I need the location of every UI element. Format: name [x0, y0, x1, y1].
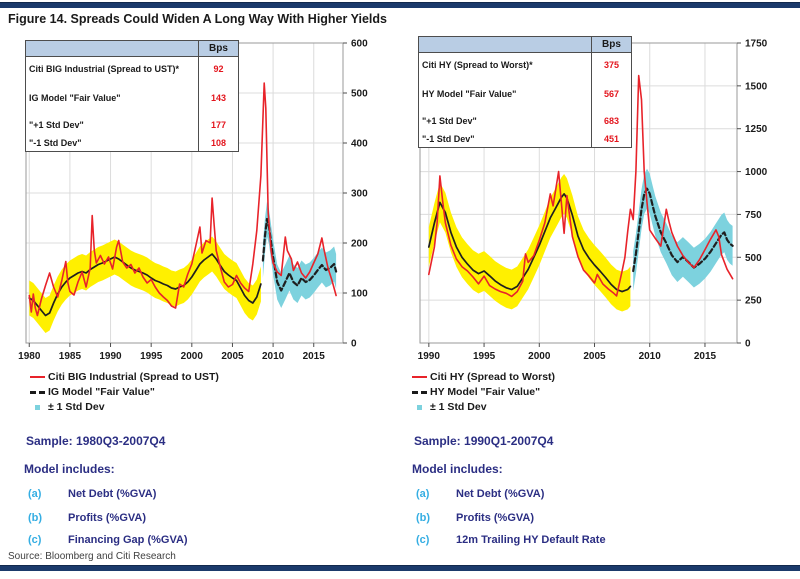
figure-title: Figure 14. Spreads Could Widen A Long Wa…: [8, 12, 387, 26]
table-row-label: "-1 Std Dev": [422, 134, 475, 144]
item-label: Profits (%GVA): [68, 512, 147, 524]
svg-text:500: 500: [351, 89, 368, 100]
table-row-label: HY Model "Fair Value": [422, 89, 517, 99]
svg-text:1990: 1990: [99, 351, 122, 362]
legend-item: Citi HY (Spread to Worst): [412, 370, 555, 384]
table-corner-cell: [26, 41, 198, 57]
black-dashed-line-icon: [30, 390, 45, 394]
svg-text:1250: 1250: [745, 124, 768, 135]
table-row-value: 143: [198, 81, 238, 115]
svg-text:0: 0: [351, 339, 357, 350]
svg-text:1990: 1990: [418, 351, 441, 362]
item-marker: (a): [28, 488, 42, 500]
table-row-value: 451: [591, 131, 631, 147]
red-line-icon: [412, 375, 427, 379]
svg-text:600: 600: [351, 39, 368, 50]
svg-text:200: 200: [351, 239, 368, 250]
black-dashed-line-icon: [412, 390, 427, 394]
item-label: Net Debt (%GVA): [68, 488, 157, 500]
item-label: 12m Trailing HY Default Rate: [456, 534, 606, 546]
svg-text:250: 250: [745, 296, 762, 307]
item-marker: (c): [416, 534, 430, 546]
table-unit-header: Bps: [591, 37, 631, 53]
svg-text:750: 750: [745, 210, 762, 221]
source-text: Source: Bloomberg and Citi Research: [8, 551, 176, 562]
svg-text:1750: 1750: [745, 39, 768, 50]
table-corner-cell: [419, 37, 591, 53]
svg-text:2000: 2000: [181, 351, 204, 362]
legend-item: ± 1 Std Dev: [412, 400, 555, 414]
item-label: Financing Gap (%GVA): [68, 534, 188, 546]
svg-text:2010: 2010: [639, 351, 662, 362]
table-row-label: "+1 Std Dev": [422, 116, 477, 126]
svg-text:1985: 1985: [59, 351, 82, 362]
model-includes-heading: Model includes:: [412, 462, 503, 476]
table-row-value: 177: [198, 115, 238, 135]
cyan-band-icon: [35, 404, 40, 410]
hy-stat-table: Bps Citi HY (Spread to Worst)* 375 HY Mo…: [418, 36, 632, 148]
sample-period-text: Sample: 1990Q1-2007Q4: [414, 434, 554, 448]
item-marker: (c): [28, 534, 42, 546]
legend-item: Citi BIG Industrial (Spread to UST): [30, 370, 219, 384]
svg-text:1995: 1995: [140, 351, 163, 362]
svg-text:400: 400: [351, 139, 368, 150]
sample-period-text: Sample: 1980Q3-2007Q4: [26, 434, 166, 448]
legend-item: IG Model "Fair Value": [30, 385, 219, 399]
hy-chart-legend: Citi HY (Spread to Worst) HY Model "Fair…: [412, 370, 555, 414]
svg-text:2005: 2005: [221, 351, 244, 362]
bottom-border-bar: [0, 565, 800, 571]
cyan-band-icon: [417, 404, 422, 410]
table-row-value: 683: [591, 111, 631, 131]
legend-label: ± 1 Std Dev: [48, 401, 105, 413]
red-line-icon: [30, 375, 45, 379]
item-marker: (a): [416, 488, 430, 500]
legend-label: HY Model "Fair Value": [430, 386, 541, 398]
svg-text:300: 300: [351, 189, 368, 200]
table-row-label: IG Model "Fair Value": [29, 93, 121, 103]
svg-text:2010: 2010: [262, 351, 285, 362]
ig-panel: 0 100 200 300 400 500 600 1980 1985 1990 1995 2000 2…: [16, 36, 406, 547]
hy-panel: 0 250 500 750 1000 1250 1500 1750 1990 1995 2000 20…: [406, 36, 798, 546]
ig-chart-legend: Citi BIG Industrial (Spread to UST) IG M…: [30, 370, 219, 414]
table-row-value: 375: [591, 53, 631, 77]
legend-label: Citi BIG Industrial (Spread to UST): [48, 371, 219, 383]
model-includes-heading: Model includes:: [24, 462, 115, 476]
legend-label: IG Model "Fair Value": [48, 386, 155, 398]
svg-text:2000: 2000: [528, 351, 551, 362]
top-border-bar: [0, 2, 800, 8]
ig-stat-table: Bps Citi BIG Industrial (Spread to UST)*…: [25, 40, 239, 152]
svg-text:1500: 1500: [745, 81, 768, 92]
svg-text:2015: 2015: [694, 351, 717, 362]
svg-text:1000: 1000: [745, 167, 768, 178]
item-marker: (b): [28, 512, 43, 524]
svg-text:2005: 2005: [583, 351, 606, 362]
table-row-label: Citi BIG Industrial (Spread to UST)*: [29, 64, 180, 74]
table-row-label: "-1 Std Dev": [29, 138, 82, 148]
table-row-label: "+1 Std Dev": [29, 120, 84, 130]
svg-text:2015: 2015: [303, 351, 326, 362]
svg-text:1980: 1980: [18, 351, 41, 362]
svg-text:1995: 1995: [473, 351, 496, 362]
item-marker: (b): [416, 512, 431, 524]
item-label: Profits (%GVA): [456, 512, 535, 524]
legend-label: Citi HY (Spread to Worst): [430, 371, 556, 383]
table-row-label: Citi HY (Spread to Worst)*: [422, 60, 533, 70]
legend-item: HY Model "Fair Value": [412, 385, 555, 399]
svg-text:0: 0: [745, 339, 751, 350]
table-row-value: 567: [591, 77, 631, 111]
legend-label: ± 1 Std Dev: [430, 401, 487, 413]
item-label: Net Debt (%GVA): [456, 488, 545, 500]
svg-text:100: 100: [351, 289, 368, 300]
table-row-value: 108: [198, 135, 238, 151]
table-row-value: 92: [198, 57, 238, 81]
legend-item: ± 1 Std Dev: [30, 400, 219, 414]
svg-text:500: 500: [745, 253, 762, 264]
table-unit-header: Bps: [198, 41, 238, 57]
